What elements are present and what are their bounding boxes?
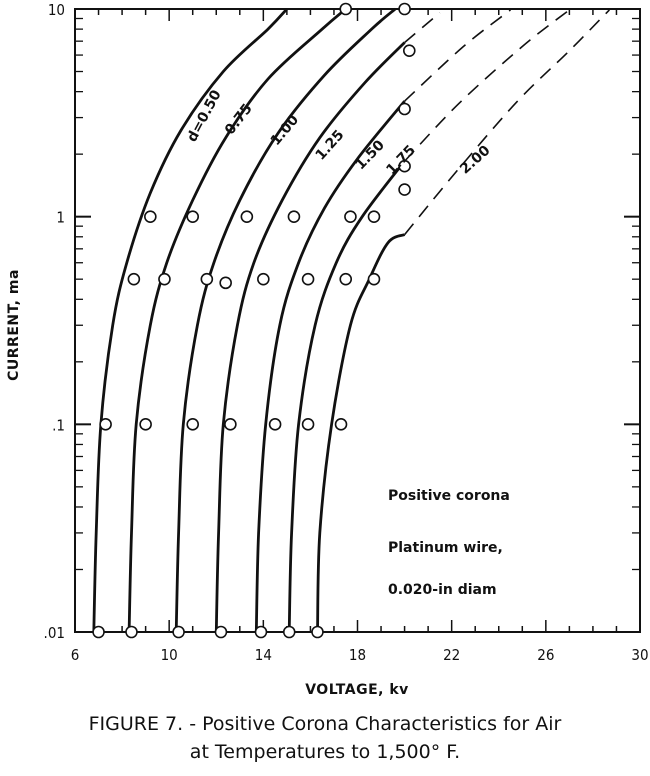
data-point bbox=[398, 183, 411, 196]
y-tick-label: .1 bbox=[52, 416, 65, 434]
data-point bbox=[92, 625, 105, 639]
data-point bbox=[367, 210, 381, 223]
curve-4-solid bbox=[254, 100, 406, 633]
data-point bbox=[268, 418, 282, 431]
annotation-platinum-wire: Platinum wire, bbox=[388, 540, 503, 556]
y-tick-label: .01 bbox=[44, 624, 65, 642]
curve-0-solid bbox=[92, 8, 288, 633]
data-point bbox=[254, 625, 268, 639]
data-point bbox=[186, 418, 200, 431]
data-point bbox=[344, 210, 357, 223]
y-tick-label: 10 bbox=[48, 1, 65, 19]
data-point bbox=[139, 418, 152, 431]
data-point bbox=[398, 102, 411, 116]
data-point bbox=[339, 272, 353, 286]
curve-6-solid bbox=[316, 233, 406, 633]
caption-line-1: FIGURE 7. - Positive Corona Characterist… bbox=[88, 713, 562, 735]
data-point bbox=[144, 210, 157, 223]
data-point bbox=[398, 2, 411, 16]
x-tick-label: 18 bbox=[349, 646, 366, 664]
data-point bbox=[158, 272, 171, 286]
data-points bbox=[92, 2, 416, 639]
data-point bbox=[127, 272, 141, 286]
data-point bbox=[367, 272, 381, 286]
data-point bbox=[219, 276, 232, 290]
data-point bbox=[257, 272, 270, 286]
curve-1-solid bbox=[127, 7, 347, 633]
data-point bbox=[172, 625, 185, 639]
data-point bbox=[282, 625, 296, 639]
data-point bbox=[311, 625, 324, 639]
curve-4-dashed bbox=[404, 9, 511, 102]
curve-5-solid bbox=[287, 160, 406, 633]
caption-line-2: at Temperatures to 1,500° F. bbox=[189, 741, 461, 763]
annotation-wire-diameter: 0.020-in diam bbox=[388, 582, 497, 598]
curve-label: 0.75 bbox=[222, 101, 256, 138]
curve-label: 1.75 bbox=[383, 142, 419, 178]
data-point bbox=[99, 418, 112, 431]
data-point bbox=[398, 159, 411, 173]
data-point bbox=[402, 44, 416, 57]
curve-2-solid bbox=[174, 7, 397, 633]
figure-caption: FIGURE 7. - Positive Corona Characterist… bbox=[0, 710, 650, 766]
x-tick-label: 14 bbox=[255, 646, 272, 664]
data-point bbox=[334, 418, 348, 431]
curve-3-solid bbox=[214, 41, 406, 633]
curve-3-dashed bbox=[404, 12, 441, 44]
curve-label: 2.00 bbox=[457, 142, 494, 177]
y-axis-title: CURRENT, ma bbox=[6, 269, 22, 381]
data-point bbox=[301, 272, 315, 286]
data-point bbox=[339, 2, 353, 16]
x-tick-label: 26 bbox=[537, 646, 554, 664]
x-tick-label: 22 bbox=[443, 646, 460, 664]
x-tick-label: 30 bbox=[631, 646, 648, 664]
axis-ticks bbox=[74, 8, 641, 633]
data-point bbox=[200, 272, 214, 286]
tick-labels: 6 10 14 18 22 26 30 .01 .1 1 10 bbox=[44, 1, 649, 664]
data-point bbox=[186, 210, 200, 223]
curve-6-dashed bbox=[403, 9, 610, 236]
x-tick-label: 10 bbox=[161, 646, 178, 664]
curve-label: 1.00 bbox=[268, 112, 303, 149]
data-point bbox=[301, 418, 315, 431]
data-point bbox=[287, 210, 301, 223]
annotation-positive-corona: Positive corona bbox=[388, 488, 510, 504]
curve-5-dashed bbox=[404, 9, 570, 162]
curve-labels: d=0.500.75 1.00 1.25 1.501.75 2.00 bbox=[184, 87, 494, 178]
curves bbox=[92, 7, 610, 633]
x-tick-label: 6 bbox=[71, 646, 80, 664]
data-point bbox=[224, 418, 237, 431]
data-point bbox=[125, 625, 138, 639]
curve-label: 1.25 bbox=[313, 127, 348, 163]
data-point bbox=[240, 210, 254, 223]
x-axis-title: VOLTAGE, kv bbox=[305, 682, 409, 698]
y-tick-label: 1 bbox=[56, 209, 65, 227]
plot-frame bbox=[74, 8, 641, 633]
data-point bbox=[214, 625, 228, 639]
